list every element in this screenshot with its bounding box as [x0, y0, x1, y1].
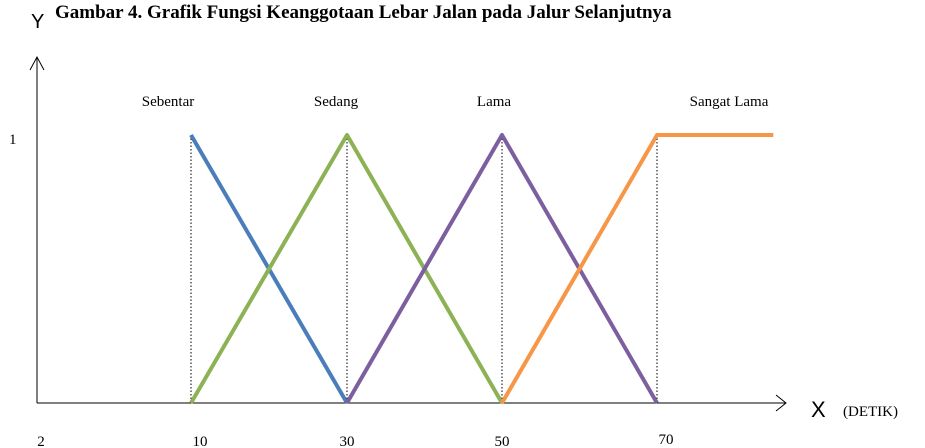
x-tick-label-30: 30 [340, 434, 355, 448]
y-axis-arrow-icon [29, 55, 45, 71]
x-tick-label-2: 2 [37, 434, 45, 448]
series-line-sedang [189, 133, 504, 405]
labels: Sebentar Sedang Lama Sangat Lama Gambar 4. G… [9, 2, 898, 448]
series-label-sedang: Sedang [314, 94, 359, 110]
series-label-lama: Lama [477, 94, 511, 110]
series-line-lama [345, 133, 659, 405]
chart-title: Gambar 4. Grafik Fungsi Keanggotaan Leba… [55, 2, 672, 23]
x-axis-arrow-icon [775, 394, 787, 412]
series-line-sangat-lama [500, 133, 774, 405]
y-tick-label: 1 [9, 132, 17, 148]
series-label-sangat-lama: Sangat Lama [690, 94, 769, 110]
x-tick-label-10: 10 [193, 434, 208, 448]
x-axis-label: X [811, 397, 826, 422]
dotted-guides [190, 135, 658, 403]
series-label-sebentar: Sebentar [142, 94, 194, 110]
x-tick-label-70: 70 [659, 432, 674, 448]
x-axis-unit: (DETIK) [843, 404, 898, 420]
x-tick-label-50: 50 [495, 434, 510, 448]
y-axis-label: Y [31, 11, 44, 33]
series-lines [189, 133, 774, 405]
axes [29, 55, 787, 412]
